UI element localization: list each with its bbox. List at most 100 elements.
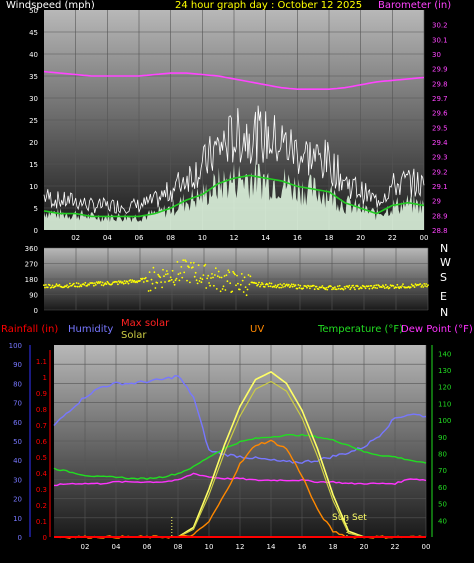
x-tick-label: 14 xyxy=(267,543,276,551)
direction-point xyxy=(275,286,278,289)
direction-point xyxy=(306,286,308,289)
wind-barometer-panel: 0 5 10 15 20 25 30 35 40 45 50 28.8 28.9 29 29.1 29.2 29… xyxy=(29,7,448,242)
direction-point xyxy=(373,284,376,287)
x-tick-label: 00 xyxy=(420,234,429,242)
direction-point xyxy=(210,277,212,279)
direction-point xyxy=(58,283,61,286)
direction-point xyxy=(291,285,294,288)
barometer-tick-label: 29.4 xyxy=(432,139,448,147)
temperature-tick-label: 100 xyxy=(438,417,451,425)
wind-tick-label: 50 xyxy=(29,7,38,15)
wind-average-line xyxy=(43,174,425,218)
direction-point xyxy=(363,285,366,288)
direction-point xyxy=(349,288,352,291)
direction-point xyxy=(176,261,179,263)
direction-point xyxy=(220,276,223,279)
direction-point xyxy=(419,283,422,285)
direction-point xyxy=(205,287,208,289)
direction-point xyxy=(154,287,157,289)
direction-point xyxy=(308,285,310,288)
direction-point xyxy=(54,285,57,288)
direction-point xyxy=(337,287,340,290)
direction-point xyxy=(185,260,188,263)
direction-point xyxy=(101,281,104,284)
rain-tick-label: 1.1 xyxy=(36,358,47,366)
humidity-tick-label: 30 xyxy=(13,476,22,484)
rain-tick-label: 0 xyxy=(43,534,47,542)
direction-point xyxy=(262,283,264,285)
direction-point xyxy=(65,285,67,288)
direction-point xyxy=(166,273,169,275)
direction-point xyxy=(217,270,220,273)
temperature-tick-label: 140 xyxy=(438,350,451,358)
direction-point xyxy=(173,283,176,286)
direction-point xyxy=(368,287,371,290)
temperature-tick-label: 90 xyxy=(438,434,447,442)
direction-point xyxy=(222,285,225,288)
direction-point xyxy=(392,285,395,287)
direction-point xyxy=(94,284,97,286)
direction-point xyxy=(257,283,259,286)
direction-point xyxy=(360,287,363,290)
direction-point xyxy=(169,276,172,279)
direction-point xyxy=(77,282,80,285)
barometer-tick-label: 29.2 xyxy=(432,168,448,176)
direction-point xyxy=(267,285,270,288)
direction-point xyxy=(412,284,415,287)
direction-point xyxy=(420,286,423,288)
direction-point xyxy=(118,281,121,284)
direction-point xyxy=(343,286,346,288)
direction-tick-label: 0 xyxy=(34,307,38,315)
x-tick-label: 22 xyxy=(388,234,397,242)
direction-point xyxy=(44,286,46,289)
direction-point xyxy=(364,287,367,290)
wind-tick-label: 15 xyxy=(29,161,38,169)
direction-point xyxy=(201,278,204,281)
direction-point xyxy=(121,281,124,284)
direction-point xyxy=(139,279,141,282)
direction-point xyxy=(383,287,386,289)
direction-point xyxy=(163,275,165,278)
direction-point xyxy=(384,284,387,286)
direction-point xyxy=(298,286,301,289)
direction-point xyxy=(150,278,153,281)
humidity-tick-label: 80 xyxy=(13,380,22,388)
direction-point xyxy=(333,288,335,290)
direction-point xyxy=(388,286,391,289)
direction-point xyxy=(164,281,166,283)
direction-point xyxy=(229,282,232,285)
direction-point xyxy=(223,275,226,277)
direction-point xyxy=(174,279,177,282)
direction-point xyxy=(188,266,190,269)
direction-point xyxy=(99,281,102,283)
direction-tick-label: 360 xyxy=(25,245,38,253)
direction-point xyxy=(372,286,375,289)
x-tick-label: 12 xyxy=(236,543,245,551)
wind-direction-panel: 0 90 180 270 360 xyxy=(25,245,429,315)
direction-point xyxy=(130,281,133,283)
direction-point xyxy=(326,288,329,291)
direction-point xyxy=(153,271,156,274)
direction-point xyxy=(209,284,212,287)
direction-point xyxy=(331,288,333,291)
direction-point xyxy=(261,282,263,284)
direction-point xyxy=(55,283,58,286)
direction-point xyxy=(93,284,95,287)
direction-point xyxy=(299,284,302,287)
direction-point xyxy=(190,261,192,264)
direction-point xyxy=(375,284,378,287)
direction-point xyxy=(202,274,205,276)
direction-point xyxy=(180,266,183,268)
direction-point xyxy=(95,281,98,283)
direction-point xyxy=(396,283,399,286)
direction-point xyxy=(296,287,299,290)
direction-point xyxy=(80,285,83,288)
direction-point xyxy=(282,286,284,288)
barometer-tick-label: 30.1 xyxy=(432,36,448,44)
x-tick-label: 18 xyxy=(325,234,334,242)
direction-point xyxy=(177,273,180,276)
direction-point xyxy=(168,279,171,282)
direction-point xyxy=(409,286,412,289)
barometer-tick-label: 29.9 xyxy=(432,66,448,74)
